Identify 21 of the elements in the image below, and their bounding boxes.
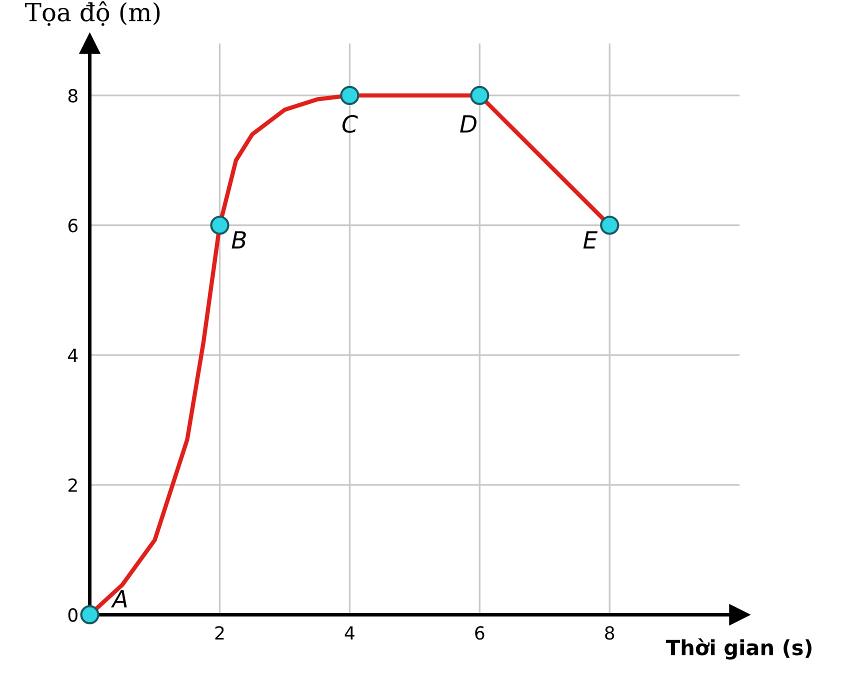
point xyxy=(210,216,230,235)
x-tick-label: 2 xyxy=(215,626,224,640)
x-tick-label: 8 xyxy=(605,626,614,640)
annotation: B xyxy=(232,231,246,248)
x-tick-label: 6 xyxy=(475,626,484,640)
y-axis-title: Tọa độ (m) xyxy=(25,1,160,26)
annotation: C xyxy=(342,114,358,133)
point xyxy=(600,216,620,235)
annotation: A xyxy=(110,590,127,608)
y-tick-label: 4 xyxy=(68,348,78,362)
annotation: D xyxy=(460,115,477,133)
x-axis-title: Thời gian (s) xyxy=(666,638,812,660)
y-tick-label: 6 xyxy=(68,218,78,232)
x-tick-label: 4 xyxy=(344,626,354,640)
point xyxy=(80,605,100,624)
point xyxy=(340,86,360,105)
y-tick-label: 2 xyxy=(68,478,77,492)
y-tick-label: 0 xyxy=(68,608,78,622)
point xyxy=(470,86,490,105)
annotation: E xyxy=(583,231,598,248)
y-tick-label: 8 xyxy=(68,88,78,103)
